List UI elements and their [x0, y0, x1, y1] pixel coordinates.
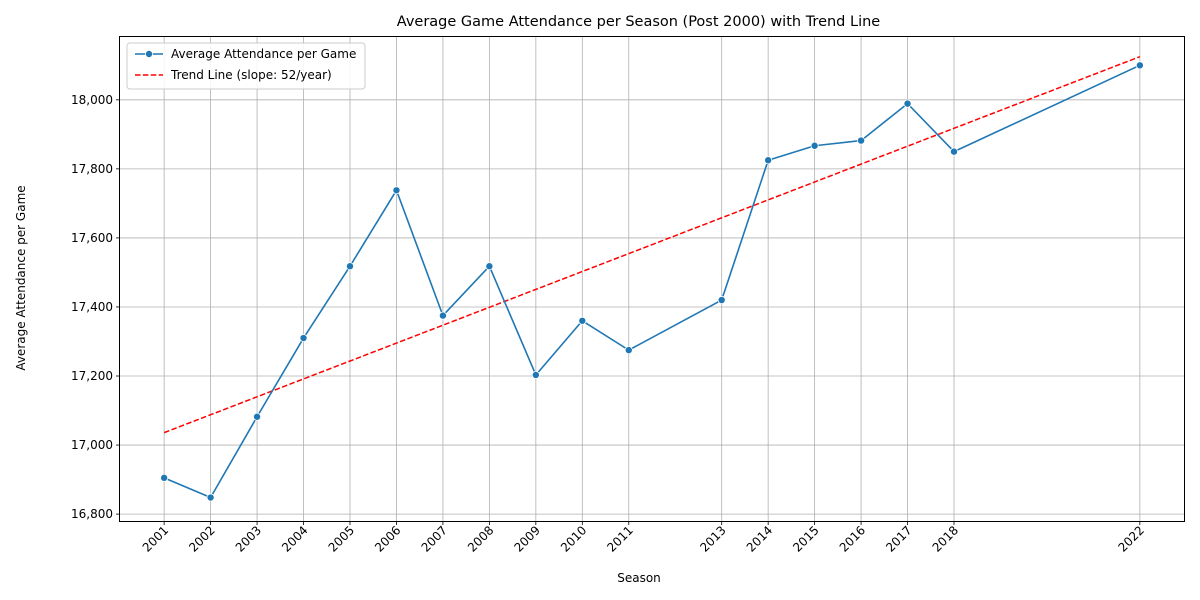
data-point — [950, 147, 959, 156]
attendance-line — [163, 64, 1141, 499]
grid — [120, 37, 1184, 521]
data-point — [578, 316, 587, 325]
y-tick-label: 17,200 — [71, 369, 113, 383]
data-point — [345, 262, 354, 271]
y-tick-label: 16,800 — [71, 507, 113, 521]
data-point — [438, 311, 447, 320]
x-axis-label: Season — [617, 571, 661, 585]
trend-series — [163, 55, 1141, 434]
data-point — [206, 493, 215, 502]
data-point — [160, 473, 169, 482]
legend-label-attendance: Average Attendance per Game — [171, 47, 356, 61]
trend-line — [163, 55, 1141, 434]
data-point — [392, 186, 401, 195]
y-axis: 16,800 17,000 17,200 17,400 17,600 17,800 18,0… — [71, 93, 120, 521]
data-point — [857, 136, 866, 145]
legend-marker-attendance — [144, 50, 153, 59]
y-tick-label: 17,600 — [71, 231, 113, 245]
y-tick-label: 17,800 — [71, 162, 113, 176]
data-point — [764, 156, 773, 165]
data-point — [531, 370, 540, 379]
data-point — [624, 346, 633, 355]
legend-label-trend: Trend Line (slope: 52/year) — [170, 68, 332, 82]
plot-frame — [119, 36, 1185, 522]
y-tick-label: 17,400 — [71, 300, 113, 314]
legend: Average Attendance per Game Trend Line (s… — [126, 42, 366, 90]
data-point — [253, 412, 262, 421]
data-point — [485, 262, 494, 271]
y-tick-label: 17,000 — [71, 438, 113, 452]
data-point — [717, 296, 726, 305]
data-point — [810, 141, 819, 150]
data-point — [299, 334, 308, 343]
data-point — [903, 99, 912, 108]
legend-box — [126, 42, 366, 90]
y-tick-label: 18,000 — [71, 93, 113, 107]
chart-title: Average Game Attendance per Season (Post… — [397, 14, 881, 30]
attendance-series — [160, 61, 1144, 502]
y-axis-label: Average Attendance per Game — [14, 185, 28, 370]
data-point — [1135, 61, 1144, 70]
